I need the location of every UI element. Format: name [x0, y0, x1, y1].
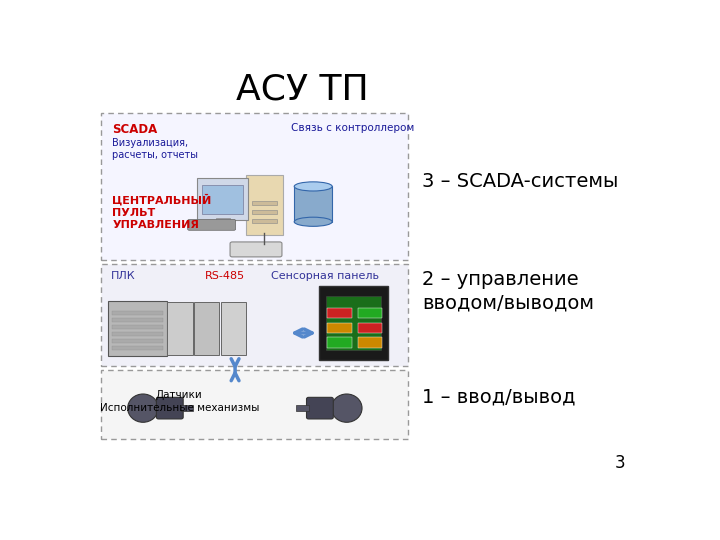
Bar [327, 337, 351, 348]
Bar [327, 322, 351, 333]
Bar [215, 218, 230, 223]
Text: Визуализация,
расчеты, отчеты: Визуализация, расчеты, отчеты [112, 138, 198, 160]
Bar [326, 296, 382, 350]
Bar [252, 219, 277, 223]
Bar [101, 370, 408, 439]
Bar [112, 318, 163, 322]
Text: Сенсорная панель: Сенсорная панель [271, 271, 379, 281]
Bar [358, 308, 382, 319]
Bar [112, 325, 163, 329]
Bar [112, 311, 163, 315]
Ellipse shape [331, 394, 362, 422]
Bar [202, 185, 243, 214]
Bar [252, 211, 277, 214]
Text: 2 – управление
вводом/выводом: 2 – управление вводом/выводом [422, 270, 594, 313]
FancyBboxPatch shape [307, 397, 333, 419]
Bar [181, 405, 193, 411]
Text: ПЛК: ПЛК [111, 271, 136, 281]
Text: 1 – ввод/вывод: 1 – ввод/вывод [422, 388, 575, 407]
Bar [358, 337, 382, 348]
Text: 3: 3 [615, 454, 626, 472]
Bar [112, 332, 163, 336]
FancyBboxPatch shape [197, 178, 248, 220]
Text: ЦЕНТРАЛЬНЫЙ
ПУЛЬТ
УПРАВЛЕНИЯ: ЦЕНТРАЛЬНЫЙ ПУЛЬТ УПРАВЛЕНИЯ [112, 194, 212, 230]
FancyBboxPatch shape [194, 302, 220, 355]
FancyBboxPatch shape [320, 286, 388, 360]
FancyBboxPatch shape [167, 302, 193, 355]
Bar [101, 265, 408, 366]
FancyBboxPatch shape [230, 242, 282, 257]
Text: Датчики
Исполнительные механизмы: Датчики Исполнительные механизмы [99, 390, 259, 413]
FancyBboxPatch shape [246, 175, 282, 235]
Bar [101, 113, 408, 260]
Bar [358, 322, 382, 333]
FancyBboxPatch shape [220, 302, 246, 355]
FancyBboxPatch shape [108, 301, 167, 356]
Bar [327, 308, 351, 319]
Text: SCADA: SCADA [112, 123, 158, 136]
FancyBboxPatch shape [188, 219, 235, 230]
Bar [112, 346, 163, 350]
Ellipse shape [294, 217, 332, 226]
FancyBboxPatch shape [156, 397, 183, 419]
Bar [112, 339, 163, 343]
Bar [294, 186, 332, 222]
Bar [252, 201, 277, 205]
Text: Связь с контроллером: Связь с контроллером [291, 123, 414, 133]
Text: 3 – SCADA-системы: 3 – SCADA-системы [422, 172, 618, 191]
Ellipse shape [294, 182, 332, 191]
Ellipse shape [127, 394, 158, 422]
Text: RS-485: RS-485 [204, 271, 245, 281]
Text: АСУ ТП: АСУ ТП [235, 73, 369, 107]
Bar [297, 405, 309, 411]
